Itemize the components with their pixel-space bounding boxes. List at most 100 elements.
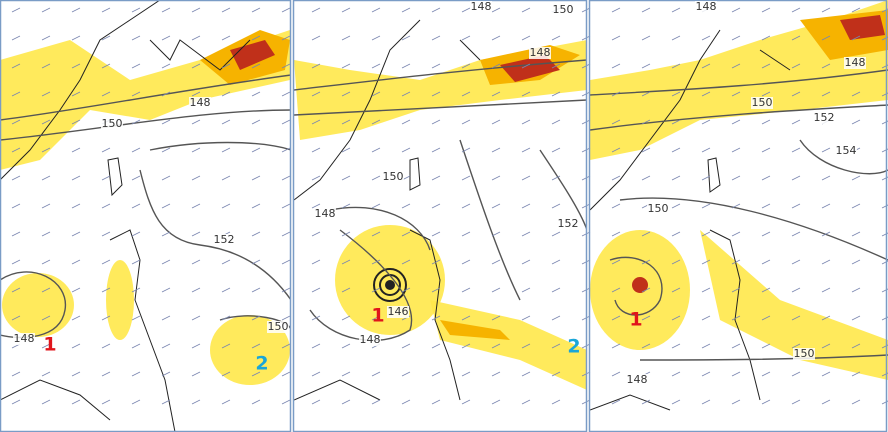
wind-barb: [71, 203, 81, 209]
wind-barb: [791, 399, 801, 405]
wind-barb: [341, 7, 351, 13]
wind-barb: [671, 371, 681, 377]
label-bg: [813, 112, 835, 124]
wind-barb: [371, 259, 381, 265]
wind-barb: [191, 63, 201, 69]
wind-barb: [791, 119, 801, 125]
wind-barb: [821, 35, 831, 41]
wind-barb: [461, 7, 471, 13]
wind-barb: [71, 35, 81, 41]
storm-marker: 1: [43, 334, 56, 356]
contour-label: 148: [471, 0, 492, 13]
wind-barb: [251, 147, 261, 153]
wind-barb: [41, 147, 51, 153]
wind-barb: [161, 147, 171, 153]
wind-barb: [431, 147, 441, 153]
label-bg: [552, 4, 574, 16]
wind-barb: [551, 91, 561, 97]
wind-barb: [221, 7, 231, 13]
contour-label: 148: [627, 373, 648, 386]
contour-label: 148: [845, 56, 866, 69]
wind-barb: [281, 119, 291, 125]
wind-barb: [341, 175, 351, 181]
wind-barb: [851, 343, 861, 349]
wind-barb: [221, 119, 231, 125]
wind-barb: [131, 315, 141, 321]
wind-barb: [41, 371, 51, 377]
wind-barb: [101, 91, 111, 97]
wind-barb: [821, 231, 831, 237]
wind-barb: [281, 343, 291, 349]
wind-barb: [221, 35, 231, 41]
wind-barb: [191, 175, 201, 181]
wind-barb: [101, 175, 111, 181]
wind-barb: [761, 147, 771, 153]
wind-barb: [791, 203, 801, 209]
wind-barb: [551, 147, 561, 153]
wind-barb: [641, 147, 651, 153]
wind-barb: [521, 91, 531, 97]
wind-barb: [131, 231, 141, 237]
wind-barb: [281, 147, 291, 153]
wind-barb: [71, 315, 81, 321]
label-bg: [267, 321, 289, 333]
wind-barb: [101, 147, 111, 153]
wind-barb: [161, 259, 171, 265]
wind-barb: [641, 231, 651, 237]
wind-barb: [131, 175, 141, 181]
wind-barb: [41, 119, 51, 125]
wind-barb: [101, 203, 111, 209]
wind-barb: [311, 287, 321, 293]
wind-barb: [161, 203, 171, 209]
wind-barb: [641, 7, 651, 13]
wind-barb: [131, 259, 141, 265]
wind-barb: [821, 287, 831, 293]
wind-barb: [101, 343, 111, 349]
wind-barb: [41, 91, 51, 97]
wind-barb: [341, 371, 351, 377]
wind-barb: [551, 399, 561, 405]
wind-barb: [491, 175, 501, 181]
wind-barb: [521, 231, 531, 237]
wind-barb: [761, 287, 771, 293]
wind-barb: [311, 119, 321, 125]
wind-barb: [161, 63, 171, 69]
wind-barb: [251, 259, 261, 265]
wind-barb: [671, 91, 681, 97]
wind-barb: [521, 119, 531, 125]
wind-barb: [71, 63, 81, 69]
wind-barb: [821, 371, 831, 377]
wind-barb: [281, 7, 291, 13]
wind-barb: [251, 203, 261, 209]
wind-barb: [461, 175, 471, 181]
wind-barb: [401, 287, 411, 293]
wind-barb: [101, 259, 111, 265]
wind-barb: [791, 175, 801, 181]
panel-3: [590, 0, 888, 432]
panel-2: [294, 0, 587, 432]
wind-barb: [461, 315, 471, 321]
wind-barb: [371, 63, 381, 69]
storm-marker: 2: [567, 336, 580, 358]
wind-barb: [191, 315, 201, 321]
wind-barb: [761, 399, 771, 405]
wind-barb: [431, 259, 441, 265]
wind-barb: [71, 91, 81, 97]
wind-barb: [821, 315, 831, 321]
wind-barb: [191, 35, 201, 41]
wind-barb: [491, 147, 501, 153]
wind-barb: [641, 287, 651, 293]
wind-barb: [761, 91, 771, 97]
wind-barb: [521, 343, 531, 349]
wind-barb: [11, 371, 21, 377]
wind-barb: [221, 91, 231, 97]
wind-barb: [71, 147, 81, 153]
storm-marker: 2: [255, 353, 268, 375]
wind-barb: [71, 175, 81, 181]
label-bg: [626, 374, 648, 386]
wind-barb: [11, 147, 21, 153]
wind-barb: [431, 371, 441, 377]
wind-barb: [611, 231, 621, 237]
wind-barb: [731, 231, 741, 237]
wind-barb: [431, 231, 441, 237]
